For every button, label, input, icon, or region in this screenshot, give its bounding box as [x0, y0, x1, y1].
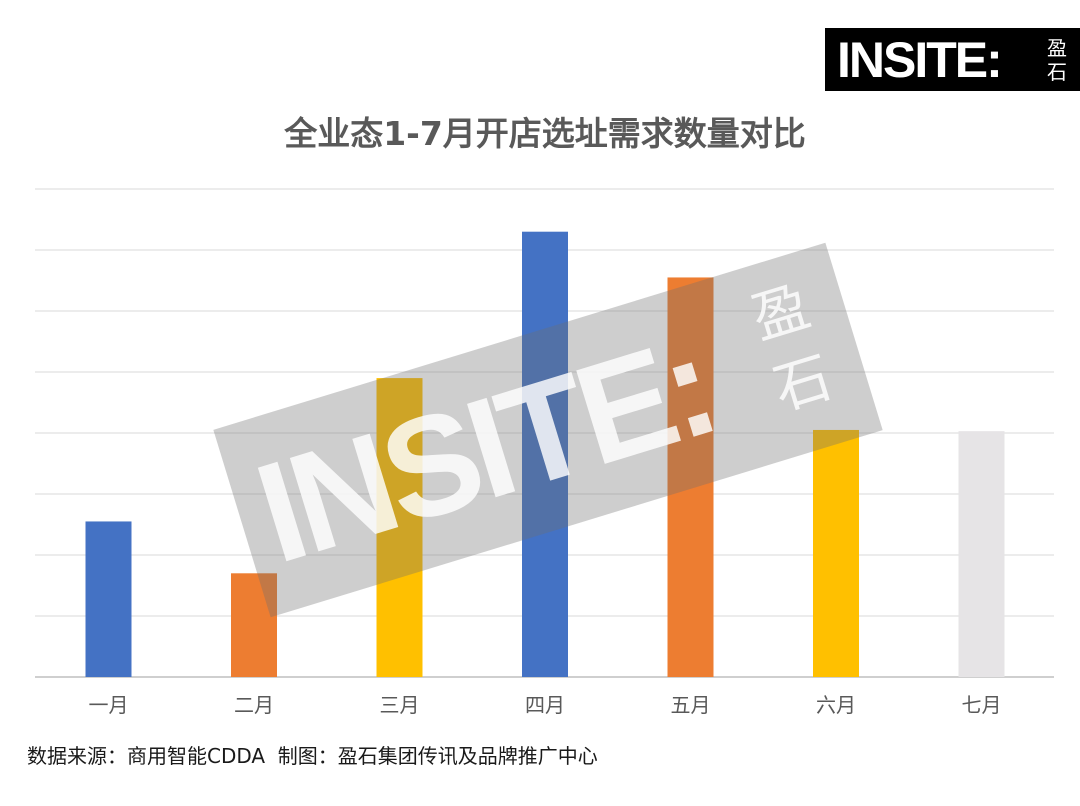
x-tick-label: 三月	[380, 693, 420, 717]
x-tick-label: 五月	[671, 693, 711, 717]
source-note: 数据来源：商用智能CDDA 制图：盈石集团传讯及品牌推广中心	[27, 744, 598, 768]
bar-3	[376, 378, 423, 677]
bar-1	[85, 521, 132, 677]
logo-wordmark: INSITE:	[837, 32, 1003, 88]
bars	[85, 231, 1005, 677]
bar-2	[231, 573, 277, 677]
watermark-chinese-mark: 盈 石	[739, 269, 845, 430]
brand-logo: INSITE: 盈 石	[825, 28, 1080, 91]
logo-cn-char-1: 盈	[1047, 36, 1067, 60]
bar-7	[958, 431, 1005, 677]
logo-cn-char-2: 石	[1047, 60, 1067, 84]
x-tick-label: 六月	[816, 693, 856, 717]
x-tick-label: 一月	[89, 693, 129, 717]
logo-chinese-mark: 盈 石	[1044, 36, 1070, 84]
bar-6	[813, 429, 859, 677]
bar-5	[667, 277, 714, 677]
bar-4	[522, 231, 568, 677]
x-axis-tick-labels: 一月 二月 三月 四月 五月 六月 七月	[89, 693, 1002, 717]
x-tick-label: 四月	[525, 693, 565, 717]
x-tick-label: 七月	[962, 693, 1002, 717]
x-tick-label: 二月	[234, 693, 274, 717]
chart-title: 全业态1-7月开店选址需求数量对比	[284, 114, 806, 153]
